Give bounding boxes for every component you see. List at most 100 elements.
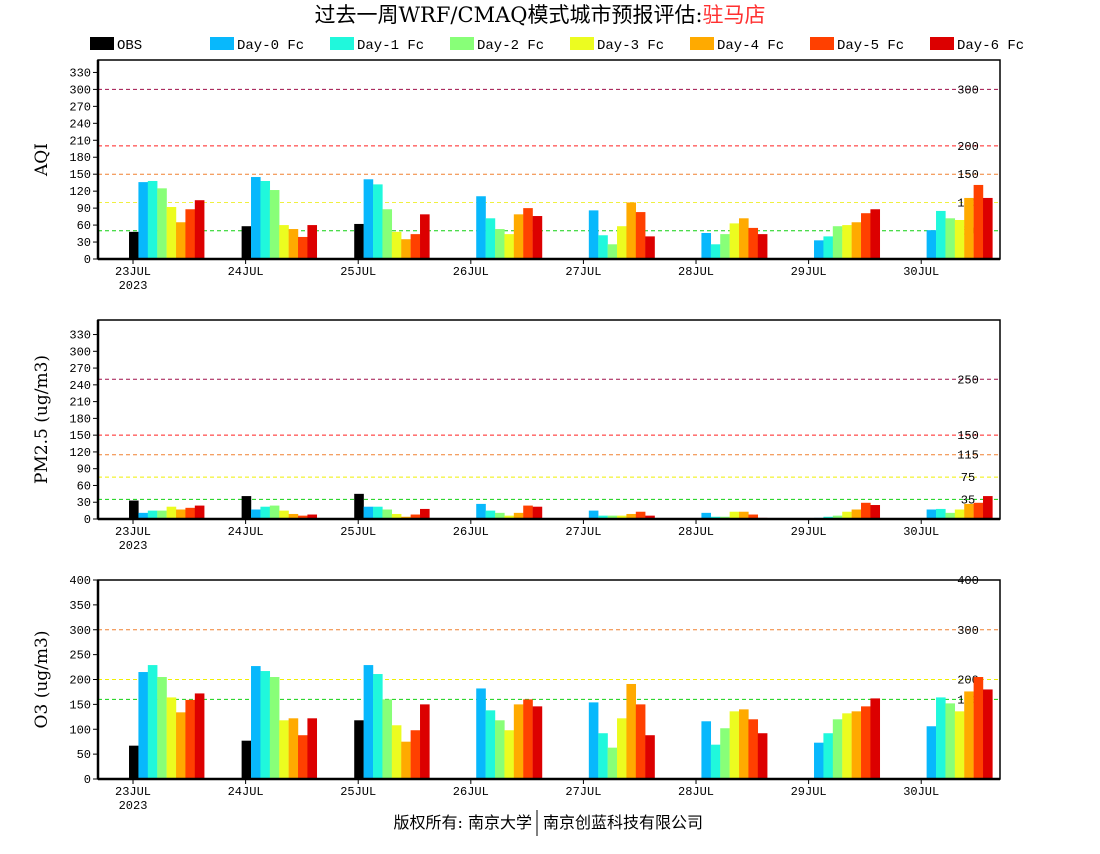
bar-day-2-fc [495, 512, 505, 519]
bar-day-3-fc [842, 225, 852, 259]
bar-day-4-fc [176, 509, 186, 519]
x-tick-label: 27JUL [565, 785, 601, 799]
bar-day-2-fc [269, 677, 280, 779]
bar-day-6-fc [532, 506, 543, 519]
x-tick-label: 23JUL [115, 525, 151, 539]
bar-day-5-fc [410, 730, 421, 779]
y-tick-label: 350 [69, 599, 91, 613]
bar-day-4-fc [964, 503, 974, 519]
bar-day-1-fc [373, 506, 383, 519]
bar-day-5-fc [523, 699, 533, 779]
bar-day-0-fc [363, 179, 374, 259]
bar-day-3-fc [391, 513, 402, 519]
bar-day-5-fc [973, 184, 984, 259]
bar-day-3-fc [729, 223, 740, 259]
legend-label-4: Day-3 Fc [597, 38, 664, 54]
bar-day-5-fc [410, 514, 421, 519]
bar-day-4-fc [288, 718, 299, 779]
bar-day-2-fc [945, 218, 956, 259]
bar-day-0-fc [138, 672, 149, 779]
bar-day-1-fc [147, 510, 158, 519]
bar-day-4-fc [176, 222, 186, 259]
bar-day-1-fc [823, 733, 834, 779]
y-tick-label: 210 [69, 396, 91, 410]
bar-day-0-fc [476, 196, 486, 259]
bar-obs [241, 740, 252, 779]
chart-title: 过去一周WRF/CMAQ模式城市预报评估:驻马店 [314, 3, 765, 27]
x-tick-label: 23JUL [115, 265, 151, 279]
bar-day-6-fc [645, 515, 655, 519]
bar-day-6-fc [420, 508, 430, 519]
legend-label-6: Day-5 Fc [837, 38, 904, 54]
y-tick-label: 0 [84, 253, 91, 267]
bar-day-6-fc [645, 236, 655, 259]
y-tick-label: 240 [69, 379, 91, 393]
bar-day-6-fc [983, 197, 993, 259]
title-city: 驻马店 [703, 3, 766, 27]
x-tick-label: 23JUL [115, 785, 151, 799]
bar-day-0-fc [701, 512, 712, 519]
bar-obs [354, 493, 364, 519]
bar-day-2-fc [720, 234, 730, 259]
bar-day-5-fc [185, 699, 196, 779]
legend-swatch-7 [930, 37, 954, 50]
y-tick-label: 180 [69, 151, 91, 165]
bar-day-5-fc [523, 505, 533, 519]
bar-day-0-fc [251, 666, 261, 779]
bar-day-4-fc [851, 222, 862, 259]
y-tick-label: 90 [77, 202, 91, 216]
bar-day-5-fc [298, 515, 308, 519]
y-tick-label: 120 [69, 446, 91, 460]
bar-day-1-fc [485, 710, 496, 779]
y-tick-label: 30 [77, 496, 91, 510]
bar-day-1-fc [598, 515, 608, 519]
panel-0: 3002001501005003060901201501802102402703… [32, 59, 1001, 293]
y-tick-label: 330 [69, 329, 91, 343]
y-tick-label: 330 [69, 66, 91, 80]
bar-day-4-fc [626, 513, 637, 519]
y-tick-label: 250 [69, 649, 91, 663]
bar-day-4-fc [739, 218, 749, 259]
bar-day-4-fc [513, 214, 524, 259]
y-tick-label: 150 [69, 698, 91, 712]
bar-day-1-fc [147, 180, 158, 259]
legend-label-2: Day-1 Fc [357, 38, 424, 54]
legend-swatch-3 [450, 37, 474, 50]
bar-day-0-fc [138, 512, 149, 519]
bar-obs [129, 231, 139, 259]
bar-day-6-fc [194, 693, 205, 779]
bar-day-1-fc [260, 671, 271, 779]
bar-day-4-fc [176, 712, 186, 779]
x-tick-label: 27JUL [565, 525, 601, 539]
threshold-label: 250 [957, 373, 979, 387]
bar-day-0-fc [701, 721, 712, 779]
panel-1: 2501501157535030609012015018021024027030… [32, 319, 1001, 553]
y-axis-title: O3 (ug/m3) [32, 631, 52, 729]
x-tick-label: 26JUL [453, 525, 489, 539]
legend-label-3: Day-2 Fc [477, 38, 544, 54]
bar-day-3-fc [279, 720, 289, 779]
bar-day-4-fc [851, 711, 862, 779]
bar-day-5-fc [861, 213, 871, 259]
bar-day-4-fc [964, 197, 974, 259]
bar-day-3-fc [842, 713, 852, 779]
bar-day-4-fc [401, 741, 411, 779]
x-tick-label: 25JUL [340, 265, 376, 279]
y-tick-label: 30 [77, 236, 91, 250]
legend: OBS Day-0 Fc Day-1 Fc Day-2 Fc Day-3 Fc Day-4… [90, 37, 1024, 54]
threshold-label: 400 [957, 574, 979, 588]
x-tick-label: 28JUL [678, 265, 714, 279]
bar-day-5-fc [410, 234, 421, 259]
bar-day-3-fc [504, 730, 515, 779]
y-tick-label: 100 [69, 723, 91, 737]
bar-day-6-fc [532, 706, 543, 779]
bar-day-6-fc [194, 200, 205, 259]
bar-day-2-fc [269, 190, 280, 259]
y-axis-title: PM2.5 (ug/m3) [32, 355, 52, 484]
bar-day-0-fc [363, 506, 374, 519]
bar-day-1-fc [936, 210, 946, 259]
bar-day-5-fc [748, 514, 759, 519]
bar-day-2-fc [832, 515, 843, 519]
bar-day-2-fc [269, 505, 280, 519]
